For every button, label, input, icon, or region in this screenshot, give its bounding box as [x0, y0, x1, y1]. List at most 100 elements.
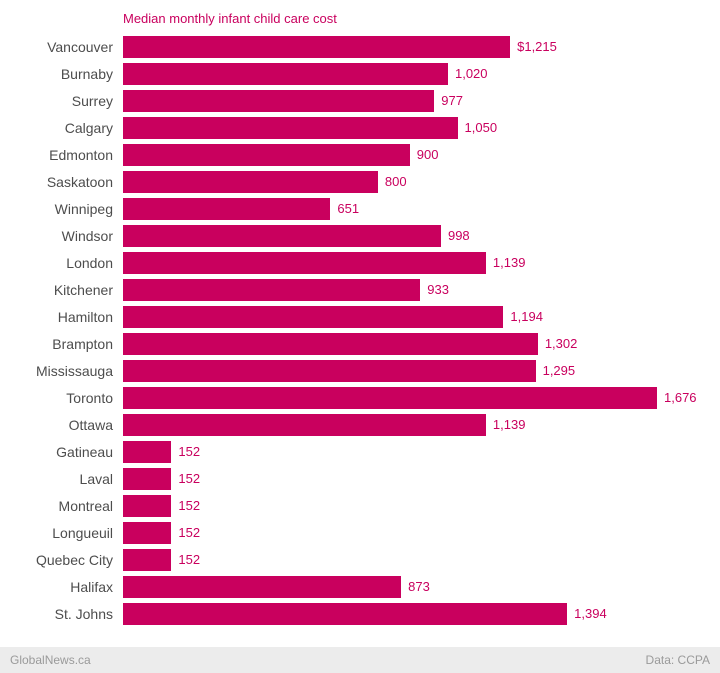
bar-row: Halifax 873	[0, 573, 720, 600]
bar-row: Vancouver $1,215	[0, 33, 720, 60]
footer-source: Data: CCPA	[645, 653, 710, 667]
bar-area: 1,050	[123, 116, 657, 139]
category-label: St. Johns	[54, 605, 113, 622]
footer-credit: GlobalNews.ca	[10, 653, 91, 667]
bar-area: 933	[123, 278, 657, 301]
category-label: Longueuil	[52, 524, 113, 541]
value-label: 152	[178, 525, 201, 540]
chart-title: Median monthly infant child care cost	[123, 11, 337, 26]
value-label: 1,194	[510, 309, 543, 324]
bar-area: 800	[123, 170, 657, 193]
value-label: 1,050	[464, 120, 498, 135]
bar	[123, 386, 657, 409]
category-label: Edmonton	[49, 146, 113, 163]
category-label: Saskatoon	[46, 173, 113, 190]
category-label: Calgary	[64, 119, 113, 136]
bar-row: Windsor 998	[0, 222, 720, 249]
value-label: 152	[178, 471, 201, 486]
bar-area: 1,020	[123, 62, 657, 85]
bar	[123, 602, 568, 625]
bar-area: 152	[123, 521, 657, 544]
value-label: 873	[408, 579, 430, 594]
value-label: 977	[441, 93, 463, 108]
bar-row: Kitchener 933	[0, 276, 720, 303]
bar	[123, 62, 448, 85]
bar-area: 1,194	[123, 305, 657, 328]
category-label: Laval	[79, 470, 113, 487]
bar-area: 1,302	[123, 332, 657, 355]
bar	[123, 116, 458, 139]
bar-row: Toronto 1,676	[0, 384, 720, 411]
bar	[123, 170, 378, 193]
category-label: Quebec City	[35, 551, 113, 568]
value-label: 800	[384, 174, 407, 189]
bar	[123, 359, 536, 382]
bar	[123, 467, 172, 490]
bar	[123, 521, 172, 544]
value-label: 998	[447, 228, 470, 243]
value-label: 933	[427, 282, 449, 297]
category-label: Toronto	[66, 389, 113, 406]
bar-row: Hamilton 1,194	[0, 303, 720, 330]
category-label: Hamilton	[57, 308, 113, 325]
bar-area: 873	[123, 575, 657, 598]
category-label: Burnaby	[60, 65, 113, 82]
bar-row: Gatineau 152	[0, 438, 720, 465]
category-label: Montreal	[58, 497, 113, 514]
value-label: 1,302	[544, 336, 578, 351]
bar-area: 1,676	[123, 386, 697, 409]
value-label: $1,215	[517, 39, 557, 54]
category-label: Winnipeg	[54, 200, 113, 217]
category-label: Halifax	[70, 578, 113, 595]
bar-area: 1,139	[123, 251, 657, 274]
bar-area: 152	[123, 494, 657, 517]
bar	[123, 197, 331, 220]
bar-row: Surrey 977	[0, 87, 720, 114]
value-label: 152	[178, 498, 201, 513]
bar	[123, 305, 504, 328]
bar-row: Mississauga 1,295	[0, 357, 720, 384]
value-label: 651	[337, 201, 360, 216]
bar-area: 651	[123, 197, 657, 220]
bar-area: 1,139	[123, 413, 657, 436]
bar	[123, 575, 402, 598]
bar	[123, 548, 172, 571]
value-label: 900	[416, 147, 439, 162]
bar-row: Saskatoon 800	[0, 168, 720, 195]
bar-rows: Vancouver $1,215 Burnaby 1,020 Surrey 97…	[0, 33, 720, 627]
bar-area: 1,295	[123, 359, 657, 382]
category-label: Surrey	[71, 92, 113, 109]
bar-row: Winnipeg 651	[0, 195, 720, 222]
category-label: Ottawa	[68, 416, 113, 433]
bar-row: Ottawa 1,139	[0, 411, 720, 438]
bar-row: St. Johns 1,394	[0, 600, 720, 627]
bar	[123, 278, 421, 301]
category-label: Mississauga	[35, 362, 113, 379]
category-label: Windsor	[61, 227, 113, 244]
bar-row: Montreal 152	[0, 492, 720, 519]
bar-row: Brampton 1,302	[0, 330, 720, 357]
bar-row: Calgary 1,050	[0, 114, 720, 141]
value-label: 1,676	[664, 390, 697, 405]
value-label: 1,295	[542, 363, 576, 378]
category-label: Vancouver	[47, 38, 113, 55]
category-label: Brampton	[52, 335, 113, 352]
category-label: Gatineau	[56, 443, 113, 460]
bar-area: 900	[123, 143, 657, 166]
bar-area: 152	[123, 548, 657, 571]
bar-row: Longueuil 152	[0, 519, 720, 546]
bar	[123, 332, 538, 355]
value-label: 152	[178, 444, 201, 459]
value-label: 1,139	[492, 417, 526, 432]
bar	[123, 35, 511, 58]
bar-area: 998	[123, 224, 657, 247]
value-label: 152	[178, 552, 201, 567]
value-label: 1,394	[574, 606, 607, 621]
bar-area: 152	[123, 467, 657, 490]
category-label: London	[66, 254, 113, 271]
value-label: 1,139	[492, 255, 526, 270]
footer: GlobalNews.ca Data: CCPA	[0, 647, 720, 673]
value-label: 1,020	[454, 66, 488, 81]
category-label: Kitchener	[53, 281, 113, 298]
